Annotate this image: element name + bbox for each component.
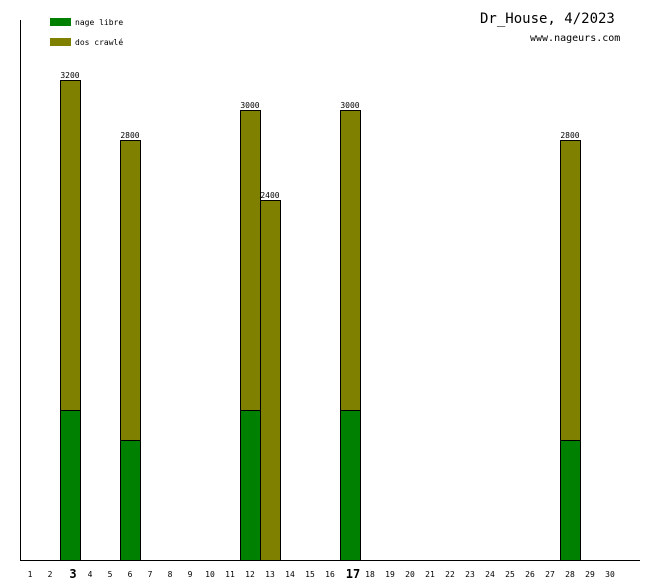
bar-segment-series1-cat-17 xyxy=(340,110,361,411)
x-tick-label: 30 xyxy=(605,570,615,579)
chart-subtitle: www.nageurs.com xyxy=(530,33,620,44)
bar-segment-series1-cat-13 xyxy=(260,200,281,561)
x-tick-label: 11 xyxy=(225,570,235,579)
legend-label-nage-libre: nage libre xyxy=(75,18,123,27)
x-tick-label: 26 xyxy=(525,570,535,579)
x-tick-label: 23 xyxy=(465,570,475,579)
bar-total-label: 3200 xyxy=(60,71,79,80)
x-tick-label: 18 xyxy=(365,570,375,579)
x-tick-label: 5 xyxy=(108,570,113,579)
bar-segment-series1-cat-12 xyxy=(240,110,261,411)
x-tick-label: 13 xyxy=(265,570,275,579)
value-labels-group: 3200 2800 3000 2400 3000 2800 xyxy=(60,71,579,200)
x-tick-label: 15 xyxy=(305,570,315,579)
x-tick-label: 24 xyxy=(485,570,495,579)
x-tick-label: 7 xyxy=(148,570,153,579)
legend: nage libre dos crawlé xyxy=(50,18,123,47)
x-tick-label: 17 xyxy=(346,567,360,580)
x-tick-label: 25 xyxy=(505,570,515,579)
legend-swatch-nage-libre xyxy=(50,18,71,26)
x-tick-label: 21 xyxy=(425,570,435,579)
x-tick-label: 20 xyxy=(405,570,415,579)
x-tick-label: 27 xyxy=(545,570,555,579)
bar-segment-series0-cat-17 xyxy=(340,410,361,561)
bar-total-label: 3000 xyxy=(240,101,259,110)
bar-segment-series1-cat-6 xyxy=(120,140,141,441)
x-tick-label: 16 xyxy=(325,570,335,579)
bar-total-label: 2400 xyxy=(260,191,279,200)
bar-total-label: 2800 xyxy=(560,131,579,140)
x-tick-label: 22 xyxy=(445,570,455,579)
x-tick-label: 1 xyxy=(28,570,33,579)
bar-segment-series0-cat-3 xyxy=(60,410,81,561)
bar-segment-series1-cat-28 xyxy=(560,140,581,441)
chart-title: Dr_House, 4/2023 xyxy=(480,11,615,27)
x-tick-label: 8 xyxy=(168,570,173,579)
bar-segment-series1-cat-3 xyxy=(60,80,81,411)
legend-swatch-dos-crawle xyxy=(50,38,71,46)
x-tick-label: 10 xyxy=(205,570,215,579)
x-tick-label: 9 xyxy=(188,570,193,579)
x-tick-label: 2 xyxy=(48,570,53,579)
x-tick-label: 6 xyxy=(128,570,133,579)
bar-total-label: 2800 xyxy=(120,131,139,140)
bar-segment-series0-cat-12 xyxy=(240,410,261,561)
x-tick-label: 4 xyxy=(88,570,93,579)
x-tick-label: 19 xyxy=(385,570,395,579)
bar-segment-series0-cat-28 xyxy=(560,440,581,561)
x-tick-label: 12 xyxy=(245,570,255,579)
legend-label-dos-crawle: dos crawlé xyxy=(75,37,123,47)
x-tick-label: 29 xyxy=(585,570,595,579)
bar-total-label: 3000 xyxy=(340,101,359,110)
x-tick-label: 14 xyxy=(285,570,295,579)
bar-segment-series0-cat-6 xyxy=(120,440,141,561)
x-tick-label: 28 xyxy=(565,570,575,579)
bars-group xyxy=(60,80,581,561)
x-tick-label: 3 xyxy=(69,567,76,580)
x-tick-labels-group: 1 2 3 4 5 6 7 8 9 10 11 12 13 14 15 16 17 18 19 20 21 22 23 24 2… xyxy=(28,567,615,580)
